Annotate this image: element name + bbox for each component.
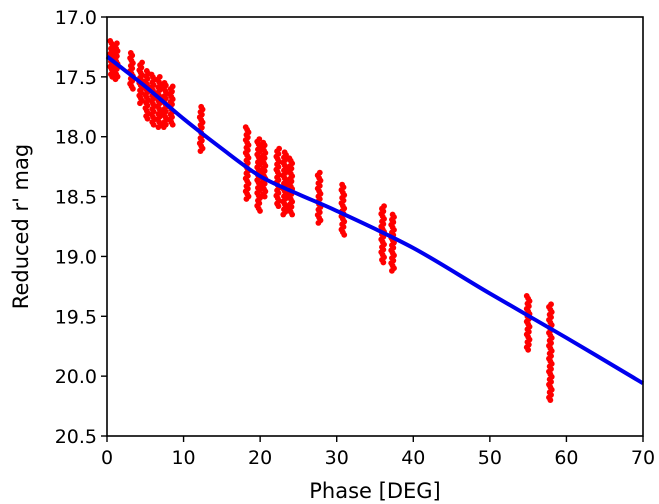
data-point [150, 121, 157, 128]
data-point [160, 124, 167, 131]
data-points-layer [107, 38, 555, 403]
data-point [341, 231, 348, 238]
y-tick-label: 18.0 [55, 127, 97, 149]
data-point [112, 76, 119, 83]
data-point-cluster [523, 293, 533, 353]
data-point-cluster [378, 203, 387, 266]
data-point [280, 211, 287, 218]
x-tick-label: 10 [171, 447, 195, 469]
data-point-cluster [136, 59, 145, 107]
data-point [315, 220, 322, 226]
data-point-cluster [259, 139, 269, 200]
x-tick-label: 40 [401, 447, 425, 469]
data-point-cluster [338, 181, 348, 238]
data-point [137, 100, 143, 107]
data-point-cluster [127, 50, 136, 92]
data-point-cluster [273, 145, 283, 210]
y-tick-label: 19.5 [55, 306, 97, 328]
x-axis-label: Phase [DEG] [309, 479, 440, 503]
data-point [130, 85, 136, 92]
data-point-cluster [280, 149, 289, 218]
data-point [289, 211, 296, 218]
fit-curve-line [105, 54, 645, 386]
x-tick-label: 60 [554, 447, 578, 469]
data-point [380, 259, 387, 266]
y-tick-label: 19.0 [55, 246, 97, 268]
y-tick-label: 17.5 [55, 67, 97, 89]
x-tick-label: 0 [101, 447, 113, 469]
data-point [525, 346, 532, 353]
data-point [144, 115, 151, 122]
data-point [243, 196, 250, 202]
x-tick-label: 70 [631, 447, 655, 469]
x-tick-label: 50 [478, 447, 502, 469]
x-tick-label: 20 [248, 447, 272, 469]
y-tick-label: 20.5 [55, 426, 97, 448]
y-axis-label: Reduced r' mag [9, 144, 33, 309]
data-point-cluster [242, 124, 252, 202]
data-point [169, 121, 176, 128]
data-point-cluster [314, 169, 324, 226]
data-point-cluster [254, 136, 263, 214]
data-point [257, 208, 263, 214]
y-tick-label: 18.5 [55, 187, 97, 209]
fit-curve-layer [105, 54, 645, 386]
data-point [155, 124, 162, 131]
y-tick-label: 17.0 [55, 7, 97, 29]
axis-ticks-layer: 0 10 20 30 40 50 60 70 17.0 17.5 18.0 18.5 19.0 19.5 2… [55, 7, 655, 469]
y-tick-label: 20.0 [55, 366, 97, 388]
data-point-cluster [388, 211, 397, 274]
x-tick-label: 30 [325, 447, 349, 469]
data-point-cluster [546, 301, 555, 403]
data-point [547, 397, 554, 403]
plot-frame [106, 16, 644, 437]
data-point [261, 193, 268, 200]
data-point [197, 148, 204, 154]
data-point [275, 203, 282, 210]
data-point [389, 267, 395, 274]
